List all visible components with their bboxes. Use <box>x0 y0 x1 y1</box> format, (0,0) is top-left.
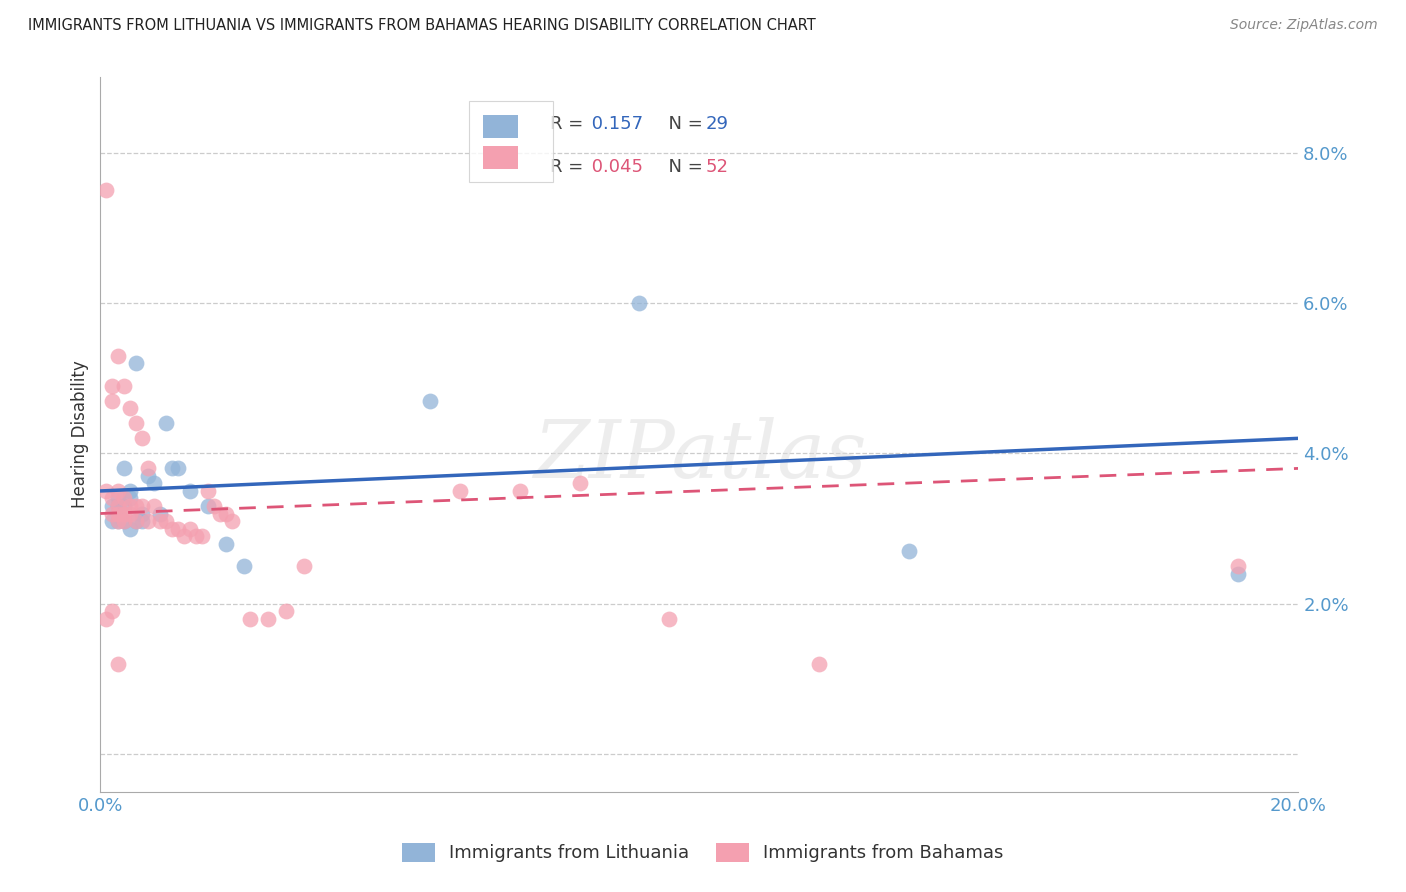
Point <box>120 401 142 416</box>
Legend:  ,  : , <box>470 102 554 182</box>
Point <box>131 507 153 521</box>
Point <box>107 507 129 521</box>
Point <box>197 499 219 513</box>
Point <box>112 491 135 506</box>
Point <box>149 514 172 528</box>
Point <box>658 612 681 626</box>
Point <box>136 514 159 528</box>
Point <box>898 544 921 558</box>
Point <box>131 514 153 528</box>
Point <box>233 559 256 574</box>
Point <box>1227 566 1250 581</box>
Point <box>143 499 166 513</box>
Point <box>239 612 262 626</box>
Point <box>96 612 118 626</box>
Text: N =: N = <box>658 158 709 176</box>
Point <box>101 604 124 618</box>
Point <box>107 483 129 498</box>
Text: Source: ZipAtlas.com: Source: ZipAtlas.com <box>1230 18 1378 32</box>
Point <box>101 514 124 528</box>
Point <box>215 536 238 550</box>
Point <box>186 529 208 543</box>
Point <box>568 476 591 491</box>
Point <box>120 522 142 536</box>
Text: 0.045: 0.045 <box>585 158 643 176</box>
Point <box>101 491 124 506</box>
Point <box>143 476 166 491</box>
Point <box>167 461 190 475</box>
Point <box>155 417 177 431</box>
Point <box>96 483 118 498</box>
Point <box>160 461 183 475</box>
Point <box>107 499 129 513</box>
Point <box>155 514 177 528</box>
Point <box>101 507 124 521</box>
Point <box>112 378 135 392</box>
Legend: Immigrants from Lithuania, Immigrants from Bahamas: Immigrants from Lithuania, Immigrants fr… <box>395 836 1011 870</box>
Point <box>125 514 148 528</box>
Point <box>120 507 142 521</box>
Point <box>274 604 297 618</box>
Point <box>112 507 135 521</box>
Point <box>112 514 135 528</box>
Point <box>449 483 471 498</box>
Point <box>107 657 129 671</box>
Point <box>419 393 441 408</box>
Point <box>112 514 135 528</box>
Point <box>120 499 142 513</box>
Point <box>197 483 219 498</box>
Point <box>257 612 280 626</box>
Point <box>131 431 153 445</box>
Point <box>1227 559 1250 574</box>
Point <box>120 491 142 506</box>
Point <box>202 499 225 513</box>
Point <box>131 499 153 513</box>
Point <box>215 507 238 521</box>
Point <box>107 514 129 528</box>
Point <box>120 483 142 498</box>
Point <box>107 491 129 506</box>
Point <box>160 522 183 536</box>
Point <box>112 461 135 475</box>
Text: 52: 52 <box>706 158 728 176</box>
Point <box>173 529 195 543</box>
Point <box>509 483 531 498</box>
Point <box>628 296 651 310</box>
Point <box>221 514 243 528</box>
Point <box>292 559 315 574</box>
Point <box>209 507 232 521</box>
Point <box>101 378 124 392</box>
Text: 0.157: 0.157 <box>585 115 643 133</box>
Text: R =: R = <box>550 158 589 176</box>
Point <box>149 507 172 521</box>
Text: ZIPatlas: ZIPatlas <box>533 417 866 495</box>
Point <box>125 356 148 370</box>
Point <box>107 514 129 528</box>
Point <box>125 499 148 513</box>
Text: IMMIGRANTS FROM LITHUANIA VS IMMIGRANTS FROM BAHAMAS HEARING DISABILITY CORRELAT: IMMIGRANTS FROM LITHUANIA VS IMMIGRANTS … <box>28 18 815 33</box>
Point <box>125 514 148 528</box>
Text: R =: R = <box>550 115 589 133</box>
Point <box>179 483 201 498</box>
Point <box>107 349 129 363</box>
Point <box>125 417 148 431</box>
Point <box>107 499 129 513</box>
Point <box>101 393 124 408</box>
Text: 29: 29 <box>706 115 728 133</box>
Point <box>101 499 124 513</box>
Text: N =: N = <box>658 115 709 133</box>
Point <box>808 657 831 671</box>
Point <box>191 529 214 543</box>
Point <box>136 461 159 475</box>
Y-axis label: Hearing Disability: Hearing Disability <box>72 360 89 508</box>
Point <box>179 522 201 536</box>
Point <box>136 469 159 483</box>
Point <box>96 183 118 197</box>
Point <box>112 499 135 513</box>
Point <box>167 522 190 536</box>
